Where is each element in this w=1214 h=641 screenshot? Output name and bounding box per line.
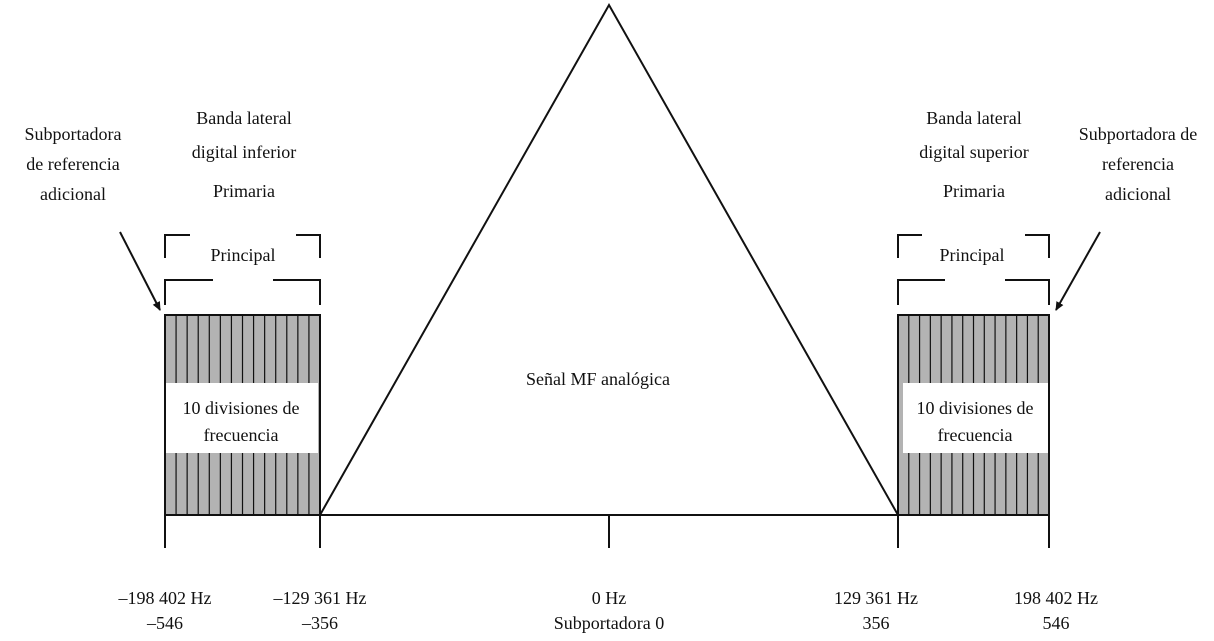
lower-reference-line2: de referencia (26, 154, 119, 174)
tick-freq-label: 198 402 Hz (1014, 588, 1098, 608)
lower-reference-line3: adicional (40, 184, 106, 204)
lower-sideband-title-line3: Primaria (213, 181, 275, 201)
upper-principal-bracket (897, 234, 1050, 258)
upper-sideband-title-line3: Primaria (943, 181, 1005, 201)
upper-principal-label: Principal (940, 245, 1005, 265)
tick-subcarrier-label: 546 (1043, 613, 1070, 633)
lower-principal-bracket (164, 234, 321, 258)
axis-tick-marks (164, 515, 1050, 548)
lower-divisions-line1: 10 divisiones de (183, 398, 300, 418)
tick-freq-label: 0 Hz (592, 588, 627, 608)
lower-sideband-title-line1: Banda lateral (196, 108, 291, 128)
upper-reference-line1: Subportadora de (1079, 124, 1197, 144)
upper-sideband-title-line1: Banda lateral (926, 108, 1021, 128)
lower-reference-arrow (119, 231, 161, 311)
upper-reference-arrow (1055, 231, 1101, 311)
tick-freq-label: –129 361 Hz (273, 588, 367, 608)
tick-freq-label: 129 361 Hz (834, 588, 918, 608)
center-signal-label: Señal MF analógica (526, 369, 670, 389)
tick-subcarrier-label: –356 (301, 613, 338, 633)
upper-reference-line2: referencia (1102, 154, 1174, 174)
upper-divisions-line1: 10 divisiones de (917, 398, 1034, 418)
lower-primary-bracket (164, 279, 321, 305)
upper-reference-line3: adicional (1105, 184, 1171, 204)
lower-divisions-line2: frecuencia (204, 425, 279, 445)
lower-principal-label: Principal (211, 245, 276, 265)
tick-subcarrier-label: –546 (146, 613, 183, 633)
lower-reference-line1: Subportadora (25, 124, 122, 144)
axis-tick-labels: –198 402 Hz –546 –129 361 Hz –356 0 Hz S… (118, 588, 1099, 633)
tick-freq-label: –198 402 Hz (118, 588, 212, 608)
upper-primary-bracket (897, 279, 1050, 305)
upper-divisions-label-box (903, 383, 1048, 453)
tick-subcarrier-label: Subportadora 0 (554, 613, 664, 633)
analog-fm-signal-triangle (318, 2, 900, 516)
lower-divisions-label-box (166, 383, 318, 453)
lower-sideband-title-line2: digital inferior (192, 142, 296, 162)
tick-subcarrier-label: 356 (863, 613, 890, 633)
upper-sideband-title-line2: digital superior (919, 142, 1028, 162)
upper-divisions-line2: frecuencia (938, 425, 1013, 445)
